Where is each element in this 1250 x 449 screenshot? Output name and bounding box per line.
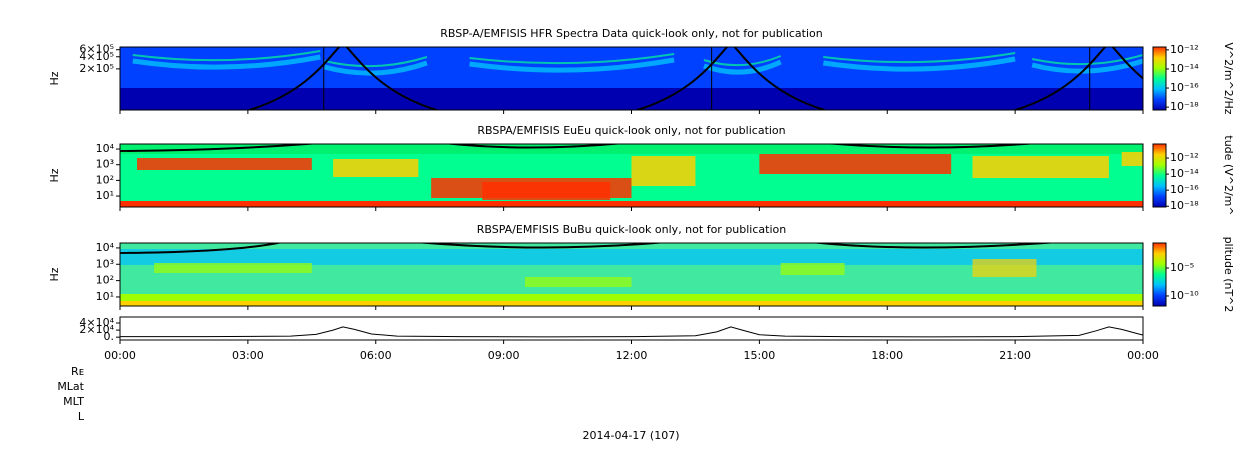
- colorbar-tick-label: 10⁻⁵: [1170, 261, 1194, 274]
- spectrogram-fill: [132, 54, 321, 70]
- colorbar-label: tude (V^2/m^: [1222, 135, 1235, 215]
- y-tick-label: 10¹: [96, 189, 114, 202]
- plasma-line: [248, 47, 437, 110]
- ephemeris-label: MLT: [63, 395, 84, 408]
- spectrogram-fill: [323, 60, 428, 76]
- spectrogram-fill: [469, 53, 675, 65]
- spectrogram-fill: [120, 201, 1143, 207]
- spectrogram: [120, 243, 1143, 306]
- colorbar-tick-label: 10⁻¹²: [1170, 43, 1199, 56]
- y-tick-label: 10²: [96, 274, 114, 287]
- spectrogram: [120, 47, 1143, 110]
- y-tick-label: 10⁴: [96, 142, 115, 155]
- spectrogram-fill: [120, 249, 1143, 265]
- spectrogram-fill: [132, 50, 321, 62]
- x-tick-label: 15:00: [744, 349, 776, 362]
- colorbar: [1152, 143, 1167, 208]
- colorbar-tick-label: 10⁻¹⁶: [1170, 183, 1199, 196]
- spectrogram-fill: [823, 52, 1016, 64]
- x-tick-label: 00:00: [104, 349, 136, 362]
- colorbar-tick-label: 10⁻¹⁶: [1170, 81, 1199, 94]
- y-tick-label: 10³: [96, 257, 114, 270]
- spectrogram-fill: [703, 55, 782, 67]
- x-tick-label: 18:00: [871, 349, 903, 362]
- panel-title: RBSPA/EMFISIS BuBu quick-look only, not …: [477, 223, 787, 236]
- spectrogram-fill: [1121, 152, 1143, 166]
- y-axis-label: Hz: [48, 71, 61, 85]
- x-tick-label: 09:00: [488, 349, 520, 362]
- colorbar-tick-label: 10⁻¹⁴: [1170, 62, 1199, 75]
- colorbar-tick-label: 10⁻¹²: [1170, 151, 1199, 164]
- colorbar-label: V^2/m^2/Hz: [1222, 42, 1235, 114]
- spectrogram-fill: [524, 277, 632, 287]
- spectrogram-fill: [333, 159, 419, 177]
- spectrogram-fill: [482, 182, 611, 200]
- spectrogram-fill: [759, 154, 952, 174]
- plasma-line: [120, 144, 1037, 152]
- colorbar: [1152, 46, 1167, 111]
- colorbar-label: plitude (nT^2: [1222, 237, 1235, 313]
- y-tick-label: 4×10⁴: [79, 316, 114, 329]
- spectrogram-fill: [120, 88, 1143, 110]
- plasma-line: [636, 47, 825, 110]
- ephemeris-label: Rᴇ: [71, 365, 84, 378]
- y-tick-label: 6×10⁵: [79, 43, 114, 56]
- panel-title: RBSP-A/EMFISIS HFR Spectra Data quick-lo…: [440, 27, 823, 40]
- y-tick-label: 4×10⁵: [79, 50, 114, 63]
- spectrogram: [120, 144, 1143, 207]
- plasma-line: [1014, 47, 1143, 110]
- y-tick-label: 0.: [104, 330, 115, 343]
- colorbar-tick-label: 10⁻¹⁸: [1170, 199, 1199, 212]
- x-tick-label: 06:00: [360, 349, 392, 362]
- y-tick-label: 2×10⁵: [79, 62, 114, 75]
- spectrogram-fill: [469, 57, 675, 73]
- x-tick-label: 00:00: [1127, 349, 1159, 362]
- spectrogram-fill: [324, 56, 428, 68]
- y-axis-label: Hz: [48, 168, 61, 182]
- colorbar-tick-label: 10⁻¹⁰: [1170, 289, 1199, 302]
- panel-title: RBSPA/EMFISIS EuEu quick-look only, not …: [477, 124, 785, 137]
- y-tick-label: 2×10⁴: [79, 323, 114, 336]
- y-tick-label: 10²: [96, 173, 114, 186]
- spectrogram-fill: [822, 56, 1016, 72]
- spectrogram-fill: [120, 144, 1143, 154]
- spectrogram-fill: [1031, 54, 1143, 66]
- y-tick-label: 10¹: [96, 290, 114, 303]
- y-tick-label: 10⁴: [96, 241, 115, 254]
- ephemeris-label: MLat: [57, 380, 84, 393]
- colorbar-tick-label: 10⁻¹⁴: [1170, 167, 1199, 180]
- colorbar-tick-label: 10⁻¹⁸: [1170, 100, 1199, 113]
- spectrogram-fill: [972, 259, 1037, 277]
- ephemeris-label: L: [78, 410, 85, 423]
- spectrogram-fill: [972, 156, 1109, 178]
- spectrogram-fill: [780, 263, 845, 275]
- x-tick-label: 21:00: [999, 349, 1031, 362]
- y-axis-label: Hz: [48, 267, 61, 281]
- spectrogram-fill: [137, 158, 312, 170]
- x-tick-label: 12:00: [616, 349, 648, 362]
- colorbar: [1152, 242, 1167, 307]
- spectrogram-fill: [631, 156, 696, 186]
- date-label: 2014-04-17 (107): [582, 429, 679, 442]
- spectrogram-fill: [1031, 58, 1143, 74]
- x-tick-label: 03:00: [232, 349, 264, 362]
- spectrogram-fill: [154, 263, 312, 273]
- spectrogram-fill: [120, 301, 1143, 306]
- data-line: [120, 326, 1144, 338]
- y-tick-label: 10³: [96, 158, 114, 171]
